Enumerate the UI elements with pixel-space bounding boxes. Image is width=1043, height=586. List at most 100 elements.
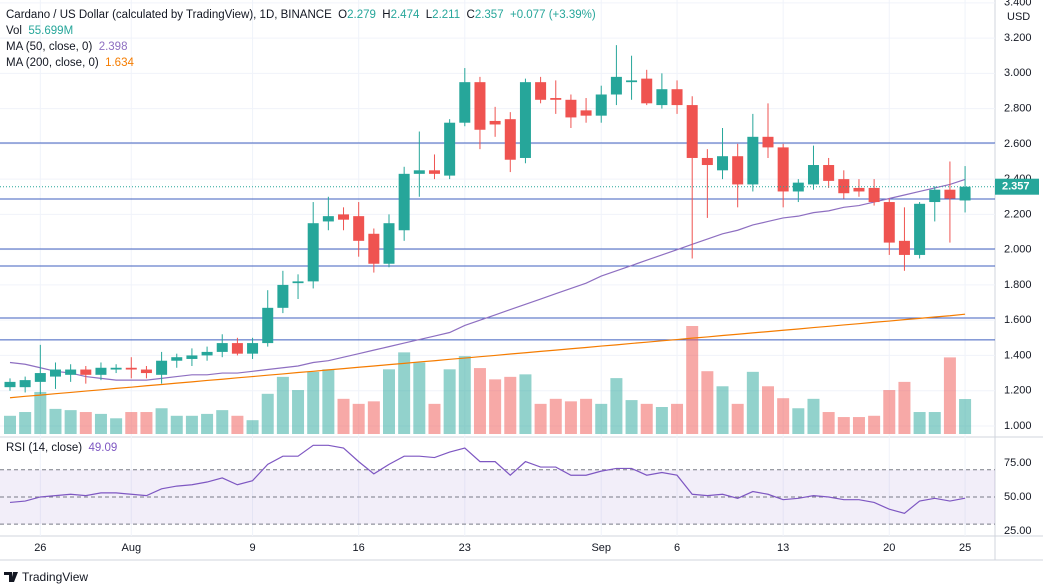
candle-body — [580, 110, 592, 116]
volume-bar — [443, 369, 456, 434]
volume-bar — [322, 369, 335, 434]
candle-body — [156, 360, 168, 375]
currency-box — [1003, 9, 1033, 24]
volume-bar — [352, 403, 365, 434]
volume-bar — [852, 417, 865, 434]
currency-label: USD — [1007, 11, 1030, 23]
volume-bar — [398, 352, 411, 434]
candle-body — [398, 173, 410, 231]
ma50-name: MA (50, close, 0) — [6, 41, 93, 53]
candle-body — [19, 380, 31, 388]
o-value: 2.279 — [347, 9, 376, 21]
candle-body — [80, 369, 92, 375]
candle-body — [610, 76, 622, 95]
y-tick-label: 1.600 — [1004, 314, 1032, 326]
candle-body — [959, 186, 971, 201]
volume-bar — [428, 403, 441, 434]
volume-bar — [777, 398, 790, 434]
volume-bar — [337, 398, 350, 434]
volume-bar — [822, 412, 835, 434]
volume-bar — [610, 378, 623, 434]
candle-body — [140, 369, 152, 374]
volume-bar — [625, 400, 638, 434]
volume-bar — [34, 391, 47, 434]
candle-body — [717, 156, 729, 171]
candle-body — [929, 189, 941, 203]
y-tick-label: 2.000 — [1004, 244, 1032, 256]
volume-legend: Vol 55.699M — [6, 23, 73, 39]
candle-body — [444, 122, 456, 176]
volume-bar — [383, 369, 395, 434]
y-tick-label: 2.600 — [1004, 138, 1032, 150]
candle-body — [823, 165, 835, 181]
candle-body — [201, 351, 213, 356]
candle-body — [762, 136, 774, 148]
candle-body — [626, 80, 638, 83]
volume-bar — [595, 403, 608, 434]
candle-body — [428, 170, 440, 174]
candle-body — [686, 105, 698, 158]
volume-bar — [883, 390, 896, 434]
volume-bar — [943, 357, 956, 434]
candle-body — [247, 343, 259, 354]
candle-body — [777, 147, 789, 192]
footer: TradingView — [22, 569, 88, 585]
y-tick-label: 2.200 — [1004, 208, 1032, 220]
y-tick-label: 3.000 — [1004, 67, 1032, 79]
candle-body — [641, 78, 653, 104]
x-tick-label: 16 — [353, 542, 365, 554]
volume-bar — [19, 412, 32, 434]
volume-bar — [519, 374, 532, 434]
x-tick-label: 6 — [674, 542, 680, 554]
l-label: L — [425, 9, 433, 21]
candle-body — [413, 170, 425, 174]
candle-body — [459, 82, 471, 123]
candle-body — [322, 216, 334, 222]
candle-body — [504, 119, 516, 160]
header-line: Cardano / US Dollar (calculated by Tradi… — [6, 7, 596, 23]
volume-bar — [79, 412, 92, 434]
rsi-tick-label: 50.00 — [1004, 491, 1032, 503]
x-tick-label: 9 — [249, 542, 255, 554]
h-value: 2.474 — [390, 9, 420, 21]
candle-body — [868, 187, 880, 203]
volume-bar — [959, 399, 972, 434]
candle-body — [171, 357, 183, 361]
candle-body — [474, 82, 486, 130]
o-label: O — [338, 9, 348, 21]
volume-bar — [564, 401, 577, 434]
x-tick-label: 23 — [459, 542, 471, 554]
candle-body — [216, 343, 228, 352]
volume-bar — [64, 410, 77, 434]
candle-body — [595, 94, 607, 116]
candle-body — [34, 373, 46, 382]
y-tick-label: 1.200 — [1004, 385, 1032, 397]
volume-bar — [686, 326, 699, 434]
rsi-line — [9, 444, 966, 514]
candle-body — [368, 233, 380, 264]
ma200-legend: MA (200, close, 0) 1.634 — [6, 55, 134, 71]
footer-brand: TradingView — [22, 570, 89, 584]
volume-bar — [504, 376, 517, 434]
last-price-label: 2.357 — [1002, 181, 1030, 193]
y-tick-label: 1.400 — [1004, 349, 1032, 361]
volume-bar — [185, 415, 198, 434]
volume-bar — [928, 412, 941, 434]
ma-line — [9, 313, 966, 399]
volume-bar — [4, 415, 16, 434]
change: +0.077 — [509, 9, 546, 21]
l-value: 2.211 — [432, 9, 461, 21]
volume-value: 55.699M — [28, 25, 74, 37]
rsi-tick-label: 75.00 — [1004, 457, 1032, 469]
candle-body — [535, 82, 547, 100]
candle-body — [95, 367, 107, 375]
volume-bar — [913, 412, 926, 434]
volume-bar — [170, 415, 183, 434]
candle-body — [292, 281, 304, 284]
candle-body — [383, 223, 395, 264]
volume-bar — [201, 413, 214, 434]
candle-body — [125, 367, 137, 370]
candle-body — [838, 179, 850, 194]
